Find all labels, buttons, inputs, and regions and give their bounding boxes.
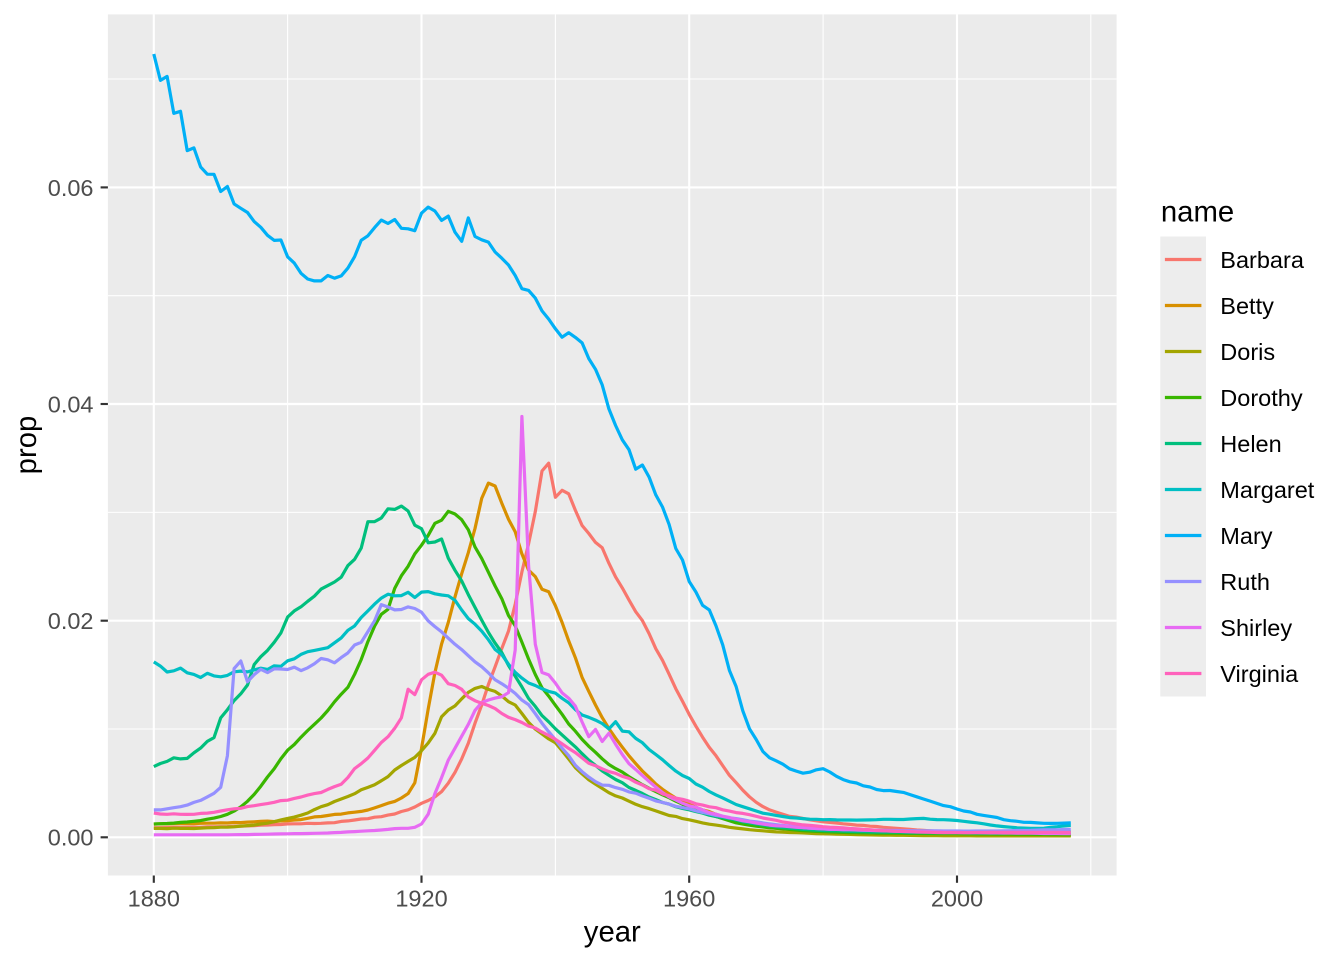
svg-text:Barbara: Barbara [1220,247,1305,273]
svg-text:0.02: 0.02 [48,608,94,634]
svg-text:Shirley: Shirley [1220,615,1292,641]
svg-text:0.00: 0.00 [48,825,94,851]
svg-text:0.06: 0.06 [48,175,94,201]
svg-text:1880: 1880 [128,885,180,911]
svg-text:Mary: Mary [1220,523,1272,549]
svg-text:0.04: 0.04 [48,391,94,417]
svg-text:Doris: Doris [1220,339,1275,365]
svg-text:Virginia: Virginia [1220,661,1299,687]
svg-text:Ruth: Ruth [1220,569,1270,595]
svg-text:1960: 1960 [663,885,715,911]
svg-text:Margaret: Margaret [1220,477,1315,503]
svg-text:1920: 1920 [395,885,447,911]
svg-text:Dorothy: Dorothy [1220,385,1303,411]
svg-text:year: year [584,916,641,949]
svg-text:prop: prop [10,416,43,475]
svg-text:2000: 2000 [931,885,983,911]
svg-text:Helen: Helen [1220,431,1281,457]
svg-text:Betty: Betty [1220,293,1274,319]
svg-text:name: name [1161,196,1234,229]
